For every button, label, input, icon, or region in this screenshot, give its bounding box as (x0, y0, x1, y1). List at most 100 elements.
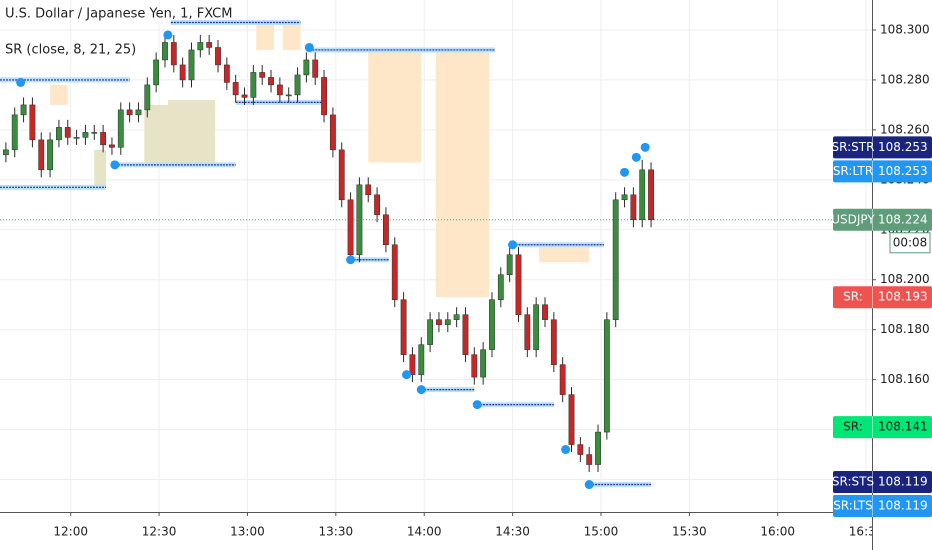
price-label-value: 108.141 (878, 420, 928, 434)
price-axis-panel (872, 0, 932, 550)
price-label-box (833, 286, 932, 309)
candle-body (524, 314, 531, 350)
pivot-dot (163, 30, 173, 40)
candle-body (153, 59, 160, 86)
candle-body (471, 354, 478, 378)
candle-body (126, 109, 133, 116)
pivot-dot (620, 167, 630, 177)
pivot-dot (346, 255, 356, 265)
sr-zone (50, 84, 68, 105)
price-label-name: SR: (843, 420, 863, 434)
candle-body (276, 84, 283, 96)
sr-zone (436, 49, 490, 298)
candle-body (462, 314, 469, 355)
candle-body (232, 82, 239, 96)
candle-body (170, 42, 177, 66)
candle-body (542, 304, 548, 320)
candle-body (56, 127, 62, 141)
candle-body (29, 104, 36, 141)
price-label-name: SR: (843, 290, 863, 304)
candle-body (197, 42, 204, 51)
candle-body (391, 244, 398, 300)
candle-body (321, 77, 327, 116)
y-tick-label: 108.300 (880, 22, 930, 36)
pivot-dot (508, 240, 518, 250)
plot-area (0, 19, 872, 490)
candle-body (595, 431, 601, 465)
pivot-dot (640, 142, 650, 152)
candle-body (427, 319, 434, 345)
price-label-name: SR:STR (832, 140, 875, 154)
candle-body (356, 184, 363, 256)
pivot-dot (472, 400, 482, 410)
candle-body (179, 64, 186, 81)
candle-body (383, 214, 389, 246)
price-label-value: 108.253 (878, 140, 928, 154)
candle-body (188, 49, 195, 81)
pivot-dot (402, 370, 412, 380)
price-label-box (833, 471, 932, 494)
candle-body (338, 149, 345, 201)
price-labels: SR:STR 108.253 SR:LTR 108.253 USDJPY 108.224 0… (831, 136, 932, 518)
sr-zone (539, 244, 590, 263)
price-label-value: 108.224 (878, 212, 928, 226)
x-tick-label: 13:30 (319, 525, 354, 539)
price-label-value: 108.119 (878, 499, 928, 513)
candle-body (2, 149, 9, 156)
price-label-box (833, 160, 932, 183)
candle-body (38, 139, 45, 171)
candle-body (586, 454, 593, 465)
candle-body (639, 169, 646, 221)
candle-body (47, 139, 53, 171)
candle-body (480, 349, 487, 378)
candle-body (312, 59, 319, 78)
candle-body (489, 299, 495, 350)
sr-zone (282, 22, 301, 50)
price-label-name: SR:LTR (833, 164, 873, 178)
candle-body (612, 199, 619, 320)
chart-title: U.S. Dollar / Japanese Yen, 1, FXCM (5, 7, 232, 22)
candle-body (400, 299, 407, 355)
candle-body (515, 254, 522, 315)
x-tick-label: 16:00 (760, 525, 795, 539)
candle-body (603, 319, 610, 433)
candle-body (648, 169, 654, 221)
candle-body (497, 274, 504, 300)
pivot-dot (631, 152, 641, 162)
candle-body (303, 59, 310, 76)
candle-body (11, 114, 18, 151)
candle-body (436, 319, 442, 325)
countdown-box (889, 232, 931, 254)
candle-body (109, 144, 115, 148)
y-tick-label: 108.260 (880, 122, 930, 136)
candle-body (409, 354, 416, 375)
price-label-box (833, 416, 932, 439)
price-label-box (833, 136, 932, 159)
price-label-name: SR:STS (832, 475, 874, 489)
candle-body (64, 127, 71, 138)
candle-body (294, 74, 301, 96)
pivot-dot (584, 480, 594, 490)
price-label-box (833, 208, 932, 231)
y-tick-label: 108.180 (880, 322, 930, 336)
pivot-dot (304, 42, 314, 52)
candle-body (285, 94, 292, 97)
sr-zone (94, 149, 107, 188)
candle-body (568, 394, 575, 445)
candle-body (329, 114, 336, 151)
indicator-title: SR (close, 8, 21, 25) (5, 43, 136, 58)
price-axis-corner (873, 513, 932, 550)
price-label-value: 108.119 (878, 475, 928, 489)
candle-body (559, 364, 566, 395)
candle-body (347, 199, 354, 256)
candle-body (506, 254, 513, 275)
candle-body (374, 194, 380, 216)
sr-zone (256, 22, 274, 50)
candle-body (20, 104, 27, 116)
y-tick-label: 108.160 (880, 372, 930, 386)
candle-body (550, 319, 557, 365)
candle-body (533, 304, 540, 350)
y-tick-label: 108.280 (880, 72, 930, 86)
sr-zone (144, 104, 177, 165)
pivot-dot (110, 160, 120, 170)
